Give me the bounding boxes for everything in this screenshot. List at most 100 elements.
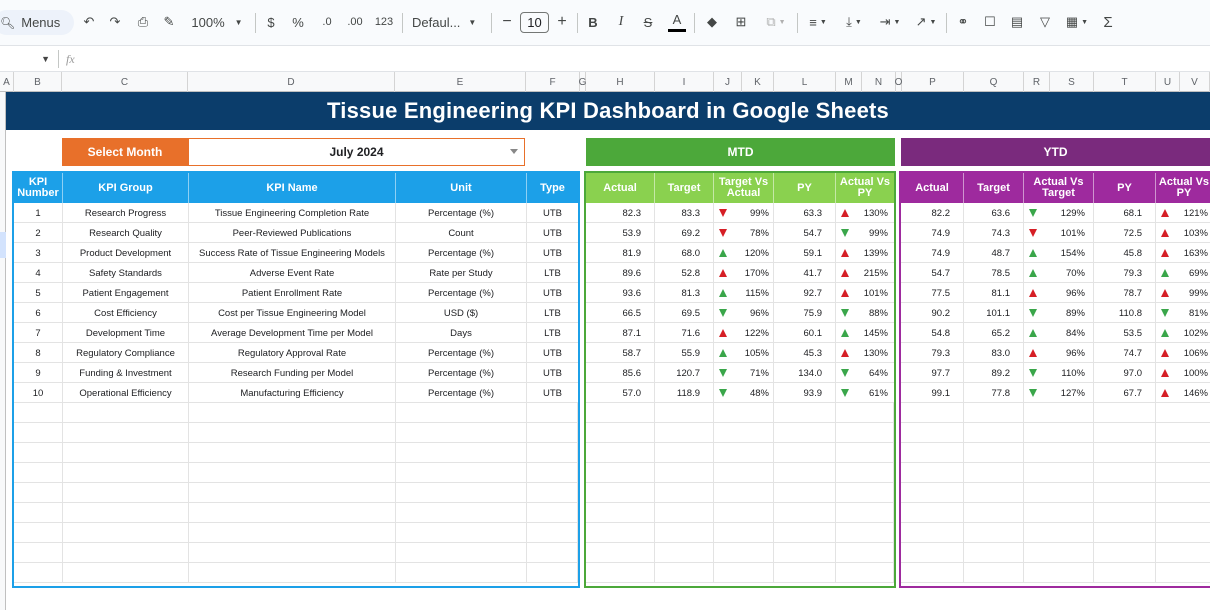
empty-cell[interactable] — [714, 463, 774, 483]
empty-cell[interactable] — [1094, 543, 1156, 563]
zoom-select[interactable]: 100% ▼ — [188, 10, 246, 34]
empty-cell[interactable] — [655, 563, 714, 583]
empty-cell[interactable] — [527, 443, 578, 463]
font-size-input[interactable]: 10 — [520, 12, 549, 33]
empty-cell[interactable] — [189, 463, 396, 483]
empty-cell[interactable] — [586, 463, 655, 483]
empty-cell[interactable] — [527, 503, 578, 523]
month-dropdown[interactable]: July 2024 — [188, 138, 525, 166]
empty-cell[interactable] — [836, 503, 894, 523]
empty-cell[interactable] — [901, 403, 964, 423]
empty-cell[interactable] — [63, 403, 189, 423]
empty-cell[interactable] — [1094, 423, 1156, 443]
empty-cell[interactable] — [586, 563, 655, 583]
text-wrap-icon[interactable]: ⇥ ▼ — [879, 14, 901, 29]
empty-cell[interactable] — [14, 403, 63, 423]
col-header[interactable]: B — [14, 72, 62, 92]
empty-cell[interactable] — [964, 403, 1024, 423]
comment-icon[interactable]: ☐ — [984, 14, 996, 29]
empty-cell[interactable] — [14, 523, 63, 543]
empty-cell[interactable] — [774, 523, 836, 543]
empty-cell[interactable] — [586, 483, 655, 503]
redo-icon[interactable]: ↷ — [109, 14, 121, 29]
empty-cell[interactable] — [774, 443, 836, 463]
empty-cell[interactable] — [396, 403, 527, 423]
empty-cell[interactable] — [1156, 483, 1210, 503]
empty-cell[interactable] — [586, 523, 655, 543]
empty-cell[interactable] — [655, 523, 714, 543]
empty-cell[interactable] — [655, 483, 714, 503]
empty-cell[interactable] — [586, 503, 655, 523]
empty-cell[interactable] — [586, 423, 655, 443]
empty-cell[interactable] — [1024, 523, 1094, 543]
empty-cell[interactable] — [901, 523, 964, 543]
empty-cell[interactable] — [714, 443, 774, 463]
empty-cell[interactable] — [14, 563, 63, 583]
empty-cell[interactable] — [1094, 483, 1156, 503]
empty-cell[interactable] — [1094, 463, 1156, 483]
empty-cell[interactable] — [63, 523, 189, 543]
empty-cell[interactable] — [14, 443, 63, 463]
font-size-plus-button[interactable]: + — [557, 13, 567, 30]
currency-button[interactable]: $ — [267, 14, 275, 30]
empty-cell[interactable] — [774, 543, 836, 563]
decrease-decimal-button[interactable]: .0 — [322, 16, 332, 28]
empty-cell[interactable] — [774, 483, 836, 503]
empty-cell[interactable] — [63, 423, 189, 443]
empty-cell[interactable] — [396, 543, 527, 563]
empty-cell[interactable] — [1094, 403, 1156, 423]
empty-cell[interactable] — [655, 403, 714, 423]
empty-cell[interactable] — [586, 403, 655, 423]
empty-cell[interactable] — [527, 563, 578, 583]
empty-cell[interactable] — [527, 483, 578, 503]
col-header[interactable]: G — [579, 72, 586, 92]
empty-cell[interactable] — [396, 523, 527, 543]
col-header[interactable]: N — [862, 72, 896, 92]
empty-cell[interactable] — [1156, 463, 1210, 483]
text-color-button[interactable]: A — [668, 10, 686, 32]
empty-cell[interactable] — [774, 403, 836, 423]
empty-cell[interactable] — [964, 443, 1024, 463]
empty-cell[interactable] — [14, 543, 63, 563]
empty-cell[interactable] — [836, 443, 894, 463]
empty-cell[interactable] — [655, 443, 714, 463]
col-header[interactable]: U — [1156, 72, 1180, 92]
empty-cell[interactable] — [964, 523, 1024, 543]
empty-cell[interactable] — [901, 503, 964, 523]
empty-cell[interactable] — [964, 463, 1024, 483]
empty-cell[interactable] — [527, 523, 578, 543]
empty-cell[interactable] — [714, 523, 774, 543]
col-header[interactable]: C — [62, 72, 188, 92]
empty-cell[interactable] — [774, 423, 836, 443]
empty-cell[interactable] — [1094, 443, 1156, 463]
font-size-minus-button[interactable]: − — [502, 13, 512, 30]
percent-button[interactable]: % — [292, 14, 304, 30]
empty-cell[interactable] — [714, 563, 774, 583]
empty-cell[interactable] — [655, 423, 714, 443]
empty-cell[interactable] — [964, 483, 1024, 503]
empty-cell[interactable] — [189, 423, 396, 443]
empty-cell[interactable] — [836, 563, 894, 583]
vertical-align-icon[interactable]: ⤓ ▼ — [846, 14, 862, 29]
empty-cell[interactable] — [396, 503, 527, 523]
empty-cell[interactable] — [836, 523, 894, 543]
undo-icon[interactable]: ↶ — [83, 14, 95, 29]
empty-cell[interactable] — [1156, 443, 1210, 463]
empty-cell[interactable] — [189, 403, 396, 423]
empty-cell[interactable] — [1156, 563, 1210, 583]
empty-cell[interactable] — [396, 483, 527, 503]
empty-cell[interactable] — [714, 543, 774, 563]
empty-cell[interactable] — [655, 463, 714, 483]
empty-cell[interactable] — [1024, 443, 1094, 463]
functions-button[interactable]: Σ — [1103, 13, 1113, 31]
empty-cell[interactable] — [189, 563, 396, 583]
empty-cell[interactable] — [1156, 523, 1210, 543]
empty-cell[interactable] — [1094, 523, 1156, 543]
col-header[interactable]: A — [0, 72, 14, 92]
empty-cell[interactable] — [901, 443, 964, 463]
col-header[interactable]: F — [526, 72, 580, 92]
empty-cell[interactable] — [836, 463, 894, 483]
empty-cell[interactable] — [714, 423, 774, 443]
empty-cell[interactable] — [1024, 463, 1094, 483]
col-header[interactable]: M — [836, 72, 862, 92]
